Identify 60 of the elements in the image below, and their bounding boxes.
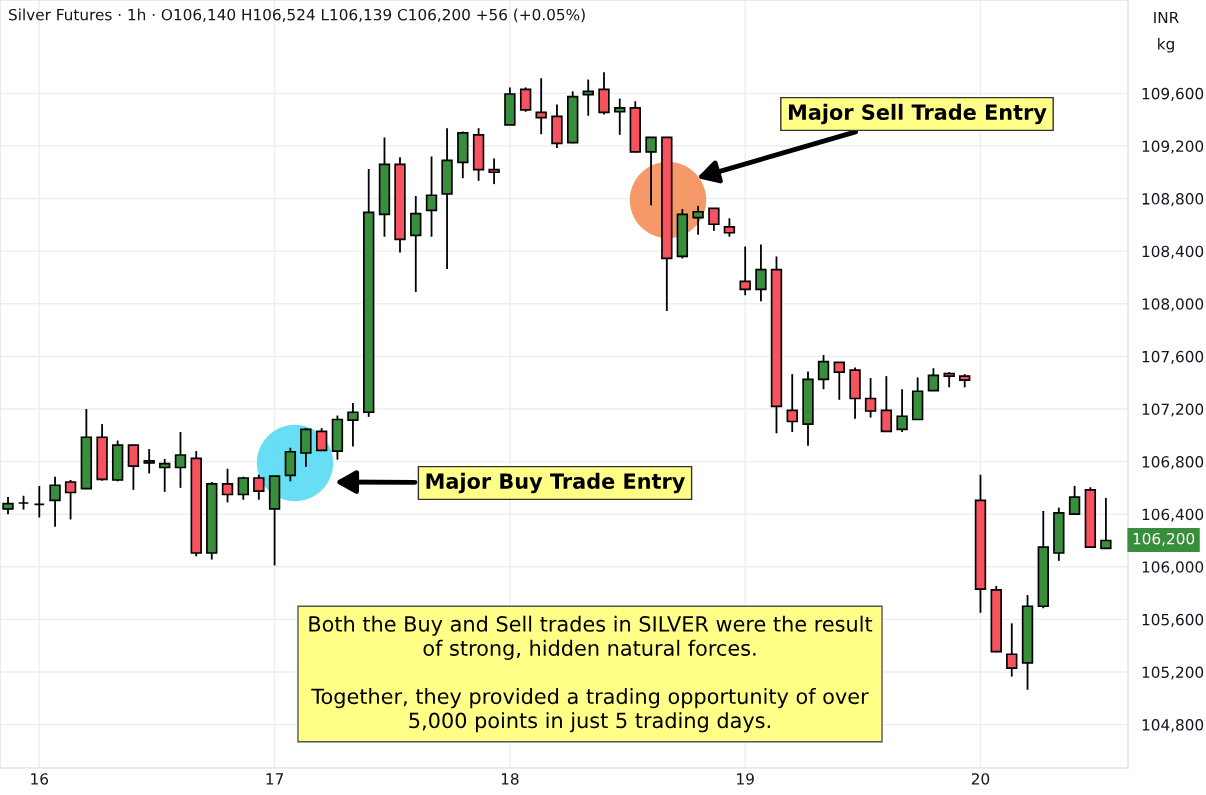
candlestick xyxy=(896,388,908,433)
y-tick-label: 107,600 xyxy=(1142,350,1204,364)
candlestick xyxy=(755,243,767,303)
y-tick-label: 105,600 xyxy=(1142,613,1204,627)
y-tick-label: 104,800 xyxy=(1142,719,1204,733)
text: Both the Buy and Sell trades in SILVER were the result of strong, hidden natural forces. Together, they provided a trading opportunity of over 5,000 points in just 5 trading days. xyxy=(309,615,873,733)
candlestick xyxy=(159,458,171,493)
text: 106,200 xyxy=(1133,532,1195,546)
candlestick xyxy=(614,97,626,136)
candlestick xyxy=(708,207,720,232)
candlestick xyxy=(692,204,704,236)
candlestick xyxy=(833,361,845,401)
candlestick xyxy=(174,431,187,489)
x-tick-label: 17 xyxy=(266,773,283,785)
candlestick xyxy=(143,448,155,475)
y-tick-label: 108,000 xyxy=(1142,298,1204,312)
x-tick-label: 16 xyxy=(31,773,49,785)
candlestick xyxy=(425,155,438,238)
candlestick xyxy=(723,217,736,238)
candlestick xyxy=(519,86,532,113)
candlestick xyxy=(880,375,893,433)
candlestick xyxy=(1068,485,1081,516)
candlestick xyxy=(49,475,61,528)
y-axis-title: INR kg xyxy=(1154,11,1179,53)
annotation: Major Sell Trade Entry xyxy=(788,103,1047,125)
candlestick xyxy=(1100,496,1112,550)
y-tick-label: 109,200 xyxy=(1142,140,1204,154)
x-tick-label: 19 xyxy=(737,773,754,785)
y-tick-label: 107,200 xyxy=(1142,403,1204,417)
y-tick-label: 106,000 xyxy=(1142,561,1204,575)
candlestick xyxy=(488,157,500,186)
x-tick-label: 20 xyxy=(971,773,990,785)
y-tick-label: 106,800 xyxy=(1142,456,1204,470)
y-tick-label: 108,400 xyxy=(1142,245,1204,259)
candlestick xyxy=(598,71,610,116)
candlestick xyxy=(221,467,234,504)
y-tick-label: 105,200 xyxy=(1142,666,1204,680)
candlestick xyxy=(410,195,422,293)
candlestick xyxy=(927,367,940,392)
candlestick xyxy=(582,78,594,117)
candlestick xyxy=(300,427,312,468)
candlestick xyxy=(864,377,877,419)
candlestick xyxy=(739,245,751,297)
candlestick xyxy=(347,402,359,448)
candlestick xyxy=(817,354,830,391)
y-tick-label: 108,800 xyxy=(1142,193,1204,207)
candlestick xyxy=(253,473,265,501)
candlestick xyxy=(1006,622,1018,678)
candlestick xyxy=(535,77,547,136)
annotation: Major Buy Trade Entry xyxy=(426,472,685,494)
y-tick-label: 109,600 xyxy=(1142,87,1204,101)
candlestick xyxy=(127,444,140,491)
candlestick xyxy=(645,136,657,207)
candlestick xyxy=(33,485,45,519)
candlestick xyxy=(64,479,77,521)
x-tick-label: 18 xyxy=(501,773,519,785)
y-tick-label: 106,400 xyxy=(1142,508,1204,522)
candlestick xyxy=(786,373,798,433)
text: Silver Futures · 1h · O106,140 H106,524 L106,139 C106,200 +56 (+0.05%) xyxy=(9,8,585,23)
candlestick xyxy=(284,446,297,483)
